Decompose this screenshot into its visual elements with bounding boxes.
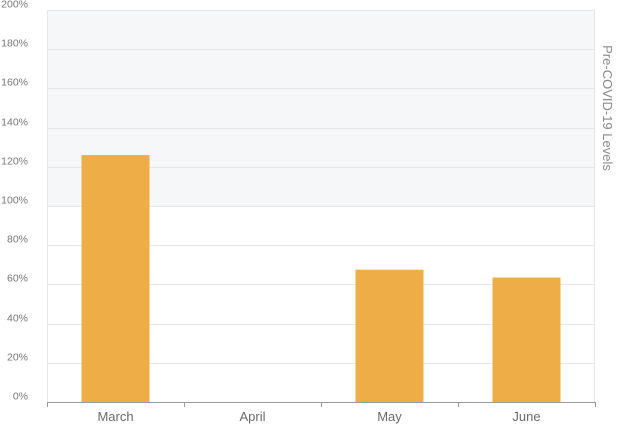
bar-march: [81, 155, 150, 402]
x-tick-label: April: [239, 409, 265, 424]
x-tick-label: March: [97, 409, 133, 424]
y-tick-label: 40%: [7, 313, 28, 325]
bar-june: [492, 277, 561, 402]
bar-layer: [81, 155, 561, 402]
y-tick-label: 20%: [7, 352, 28, 364]
y-tick-label: 80%: [7, 234, 28, 246]
y-tick-label: 180%: [1, 38, 28, 50]
band-label: Pre-COVID-19 Levels: [600, 45, 615, 171]
y-tick-label: 100%: [1, 195, 28, 207]
y-tick-label: 60%: [7, 273, 28, 285]
x-tick-label: June: [512, 409, 540, 424]
y-tick-label: 160%: [1, 77, 28, 89]
axis-layer: [47, 10, 596, 407]
y-tick-label: 140%: [1, 117, 28, 129]
y-tick-label: 200%: [1, 0, 28, 11]
y-tick-label: 120%: [1, 156, 28, 168]
bar-may: [355, 269, 424, 402]
x-tick-label: May: [377, 409, 402, 424]
y-tick-label: 0%: [13, 391, 28, 403]
